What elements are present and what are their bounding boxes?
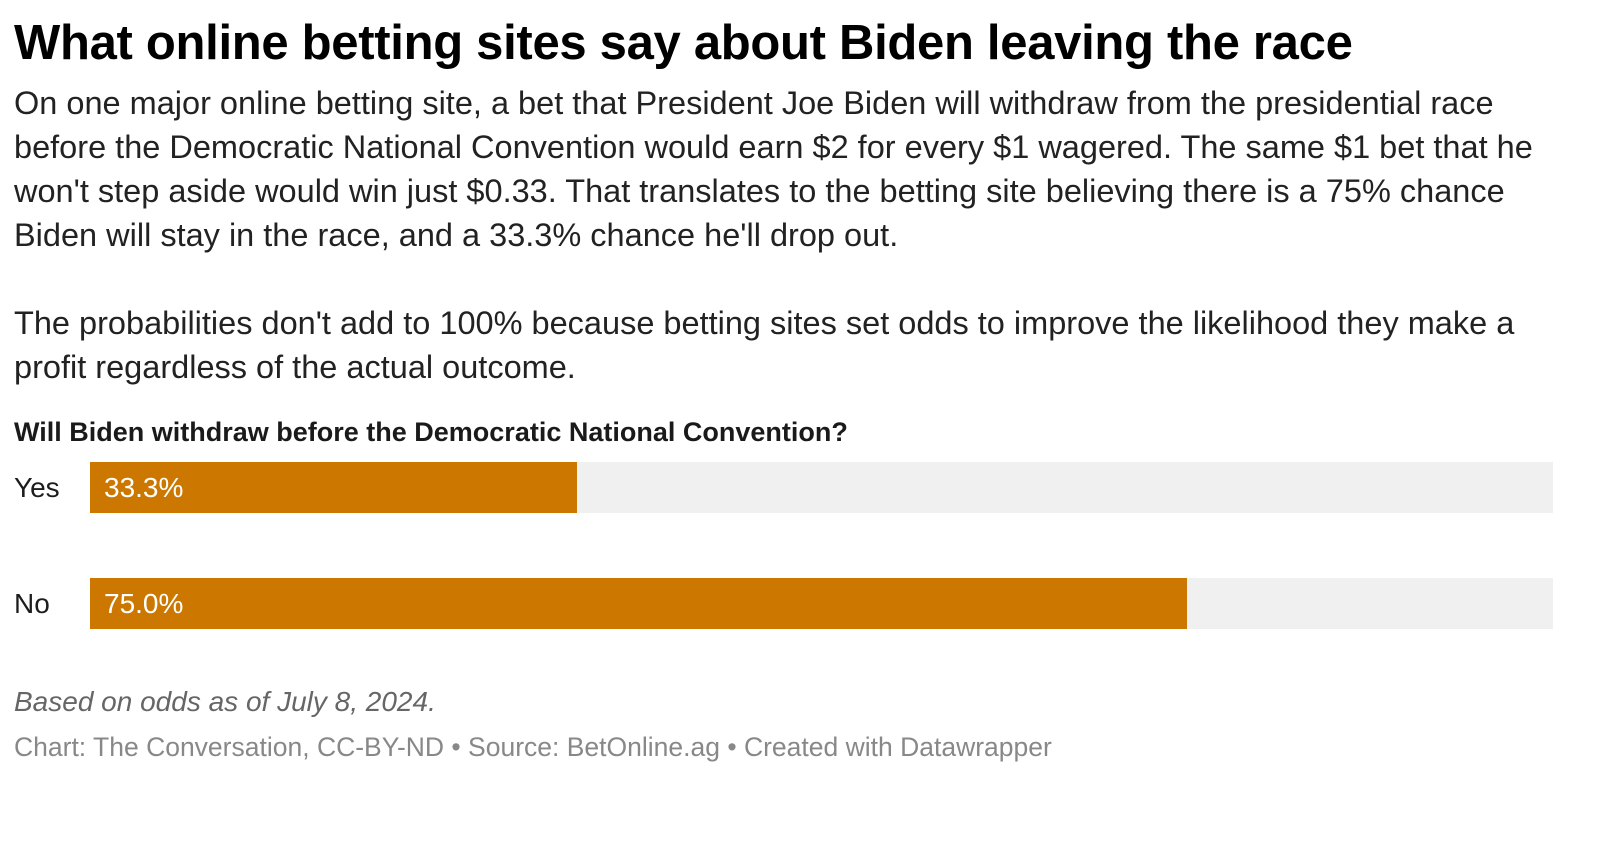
description-paragraph-2: The probabilities don't add to 100% beca… — [14, 304, 1515, 385]
chart-headline: What online betting sites say about Bide… — [14, 16, 1353, 70]
category-label-yes: Yes — [14, 471, 60, 503]
category-label-no: No — [14, 587, 50, 619]
data-label-yes: 33.3% — [104, 471, 184, 503]
description-paragraph-1: On one major online betting site, a bet … — [14, 84, 1533, 253]
chart-title: Will Biden withdraw before the Democrati… — [14, 416, 848, 447]
chart-footer: Chart: The Conversation, CC-BY-ND • Sour… — [14, 732, 1052, 763]
bar-no: 75.0% — [90, 577, 1187, 629]
bar-track: 33.3% — [90, 461, 1553, 513]
data-label-no: 75.0% — [104, 587, 184, 619]
chart-description: On one major online betting site, a bet … — [14, 81, 1589, 389]
chart-container: What online betting sites say about Bide… — [14, 14, 1589, 765]
bar-track: 75.0% — [90, 577, 1553, 629]
bar-row-no: No 75.0% — [14, 577, 1589, 629]
bar-chart: Yes 33.3% No 75.0% — [14, 461, 1589, 634]
bar-yes: 33.3% — [90, 461, 577, 513]
bar-row-yes: Yes 33.3% — [14, 461, 1589, 513]
chart-notes: Based on odds as of July 8, 2024. — [14, 685, 436, 717]
